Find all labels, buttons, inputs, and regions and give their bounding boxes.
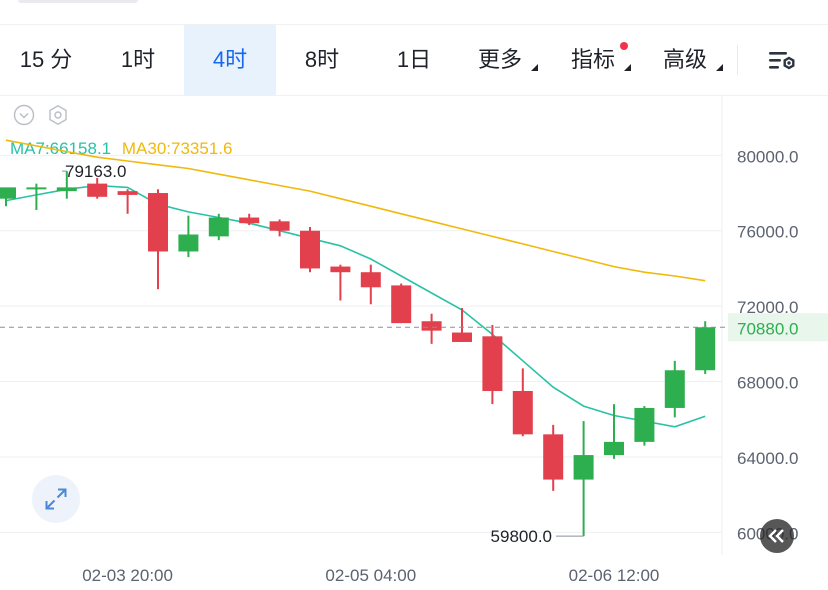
tab-15m[interactable]: 15 分 — [19, 47, 73, 72]
candle-body — [695, 327, 716, 371]
tab-advanced-label: 高级 — [662, 47, 707, 72]
ma7-line — [5, 184, 706, 428]
ma30-line — [5, 139, 706, 282]
search-bar-edge — [18, 0, 138, 3]
ma30-label: MA30:73351.6 — [121, 139, 233, 158]
tab-indicators[interactable]: 指标 — [567, 25, 631, 95]
tab-4h[interactable]: 4时 — [184, 25, 276, 95]
candle-body — [330, 266, 351, 273]
candle-body — [452, 332, 472, 342]
candle-body — [87, 183, 108, 197]
candle-body — [421, 321, 442, 331]
chevron-down-circle-icon[interactable] — [12, 103, 36, 127]
last-price-tag — [728, 313, 828, 342]
candle-body — [208, 217, 229, 237]
candle-body — [512, 390, 533, 435]
expand-chart-button[interactable] — [32, 475, 80, 523]
x-tick-label: 02-03 20:00 — [82, 566, 173, 585]
divider — [0, 24, 828, 25]
candle-body — [360, 272, 381, 288]
last-price-label: 70880.0 — [737, 319, 798, 338]
candle-body — [391, 285, 412, 324]
notification-dot — [620, 42, 628, 50]
candle-body — [239, 217, 260, 224]
divider — [0, 95, 828, 96]
candle-body — [0, 187, 16, 199]
candle-body — [26, 187, 47, 190]
tab-advanced[interactable]: 高级 — [659, 25, 723, 95]
y-tick-label: 76000.0 — [737, 223, 798, 242]
y-tick-label: 72000.0 — [737, 298, 798, 317]
timeframe-toolbar: 15 分 1时 4时 8时 1日 更多 指标 高级 — [0, 25, 828, 95]
x-tick-label: 02-06 12:00 — [569, 566, 660, 585]
tab-1d[interactable]: 1日 — [396, 47, 432, 72]
candle-body — [56, 187, 77, 192]
tab-more-label: 更多 — [477, 47, 522, 72]
hexagon-settings-icon[interactable] — [46, 103, 70, 127]
candle-body — [117, 191, 138, 195]
toolbar-divider — [737, 45, 738, 75]
tab-indicators-label: 指标 — [570, 47, 615, 72]
scroll-to-latest-button[interactable] — [760, 519, 794, 553]
tab-8h[interactable]: 8时 — [304, 47, 340, 72]
candle-body — [148, 193, 168, 252]
ma-legend: MA7:66158.1 MA30:73351.6 — [10, 139, 238, 159]
dropdown-caret-icon — [716, 64, 723, 71]
candle-body — [269, 221, 290, 231]
candle-body — [573, 455, 594, 480]
candle-body — [543, 434, 564, 480]
chart-settings-icon[interactable] — [762, 44, 802, 78]
candle-body — [300, 230, 320, 269]
tab-1h[interactable]: 1时 — [120, 47, 156, 72]
top-strip — [0, 0, 828, 22]
double-chevron-left-icon — [768, 529, 784, 543]
y-tick-label: 68000.0 — [737, 374, 798, 393]
expand-arrows-icon — [45, 488, 67, 510]
dropdown-caret-icon — [531, 64, 538, 71]
candle-body — [634, 407, 655, 442]
tab-more[interactable]: 更多 — [474, 25, 538, 95]
candle-body — [482, 336, 503, 391]
max-price-label: 79163.0 — [65, 162, 126, 181]
min-price-label: 59800.0 — [491, 527, 552, 546]
y-tick-label: 80000.0 — [737, 147, 798, 166]
ma7-label: MA7:66158.1 — [10, 139, 112, 158]
candle-body — [604, 441, 624, 456]
y-tick-label: 64000.0 — [737, 449, 798, 468]
candle-body — [664, 370, 685, 408]
candle-body — [178, 234, 199, 252]
dropdown-caret-icon — [624, 64, 631, 71]
x-tick-label: 02-05 04:00 — [325, 566, 416, 585]
